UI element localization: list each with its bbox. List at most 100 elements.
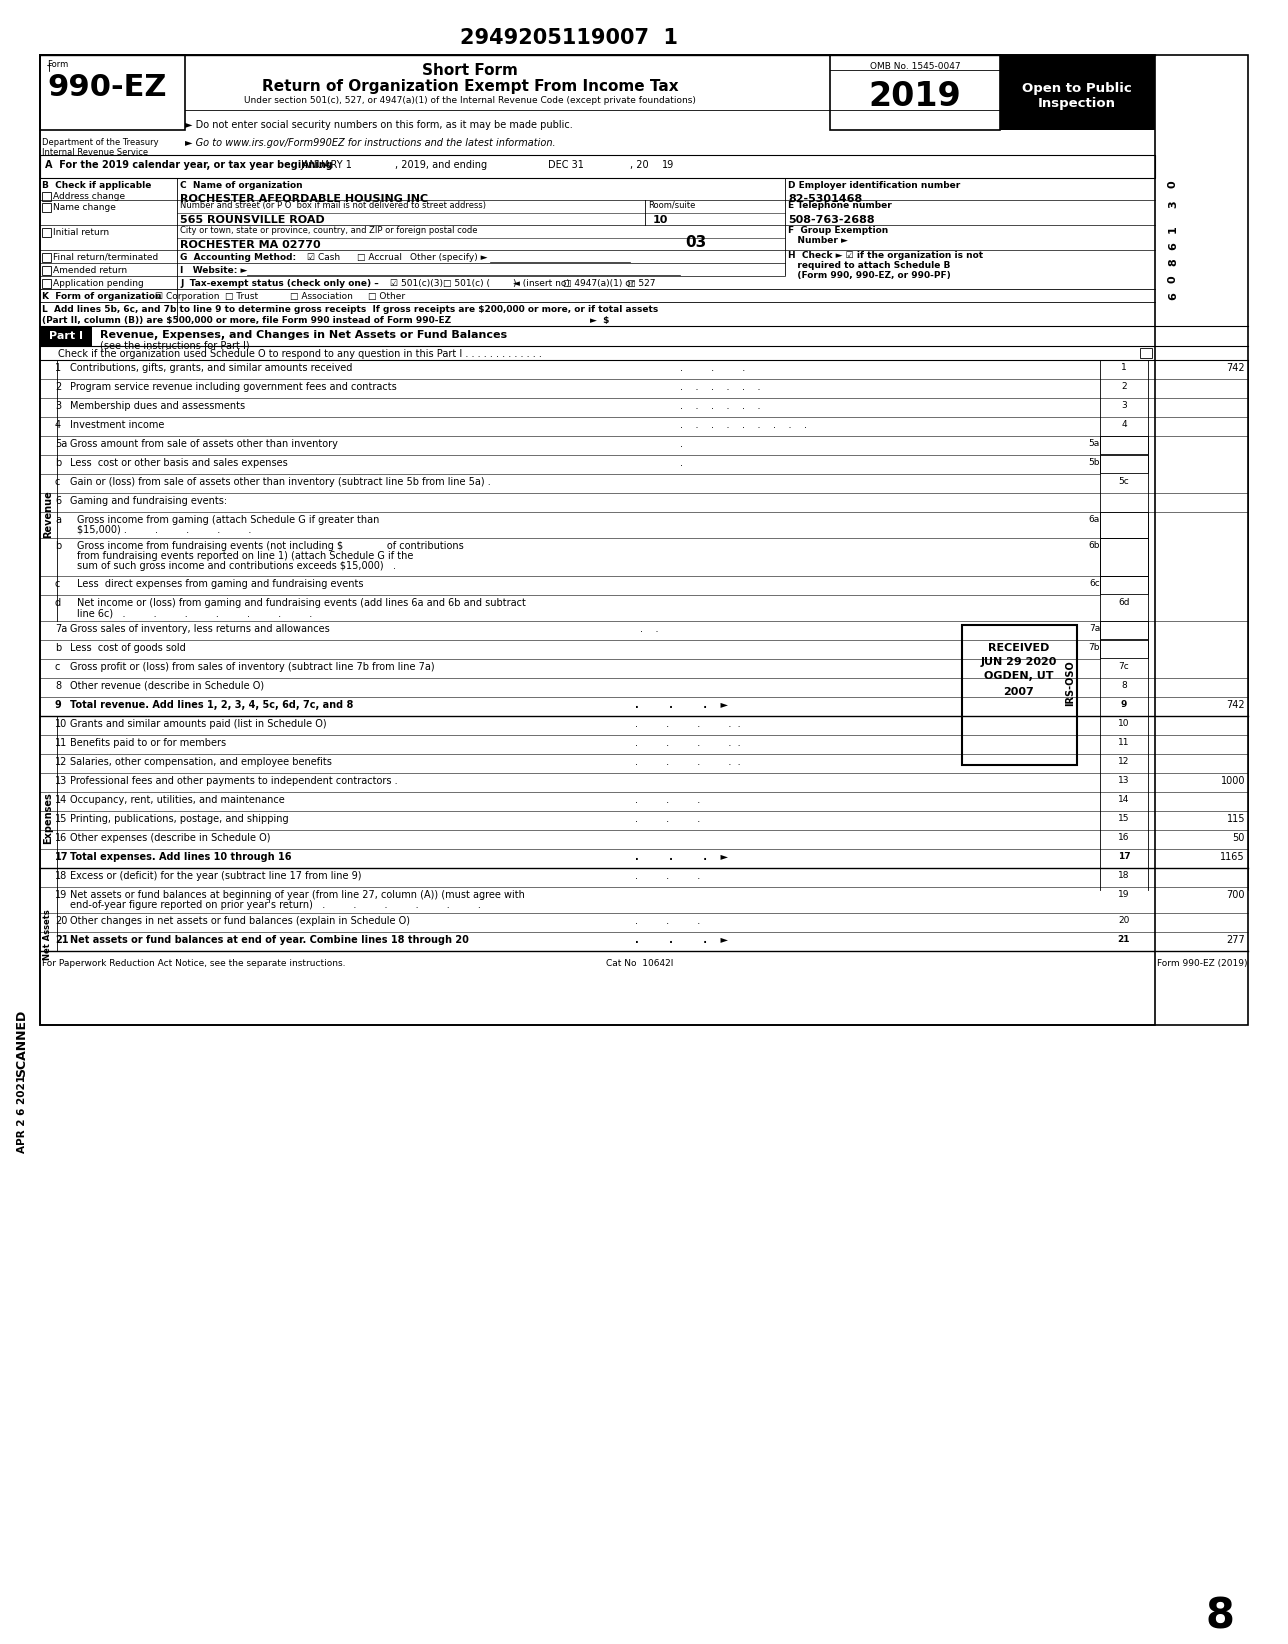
Text: □ Other: □ Other [368, 293, 406, 301]
Text: .    .: . . [640, 625, 658, 635]
Bar [40, 54, 185, 130]
Text: 508-763-2688: 508-763-2688 [788, 215, 875, 225]
Text: Revenue, Expenses, and Changes in Net Assets or Fund Balances: Revenue, Expenses, and Changes in Net As… [100, 330, 507, 340]
Text: □ 527: □ 527 [627, 279, 656, 288]
Text: sum of such gross income and contributions exceeds $15,000)   .: sum of such gross income and contributio… [77, 561, 395, 570]
Text: from fundraising events reported on line 1) (attach Schedule G if the: from fundraising events reported on line… [77, 551, 413, 561]
Text: Salaries, other compensation, and employee benefits: Salaries, other compensation, and employ… [70, 756, 332, 768]
Text: .         .         .    ►: . . . ► [635, 935, 728, 945]
Text: 5a: 5a [1088, 439, 1100, 449]
Text: APR 2 6 2021: APR 2 6 2021 [17, 1075, 27, 1152]
Text: 742: 742 [1226, 363, 1245, 373]
Text: .         .         .: . . . [680, 363, 746, 373]
Text: E Telephone number: E Telephone number [788, 201, 891, 210]
Text: 17: 17 [55, 852, 68, 861]
Text: 8: 8 [1206, 1595, 1234, 1637]
Text: □ 501(c) (        ): □ 501(c) ( ) [443, 279, 516, 288]
Bar [40, 54, 1155, 1024]
Text: Number ►: Number ► [788, 237, 848, 245]
Text: ROCHESTER AFFORDABLE HOUSING INC: ROCHESTER AFFORDABLE HOUSING INC [180, 194, 428, 204]
Text: Gross income from gaming (attach Schedule G if greater than: Gross income from gaming (attach Schedul… [77, 515, 380, 524]
Bar [43, 253, 52, 261]
Text: 21: 21 [55, 935, 68, 945]
Text: 6c: 6c [1090, 579, 1100, 589]
Text: Name change: Name change [53, 202, 116, 212]
Bar [1100, 640, 1148, 658]
Text: A  For the 2019 calendar year, or tax year beginning: A For the 2019 calendar year, or tax yea… [45, 159, 332, 169]
Text: 7a: 7a [1088, 625, 1100, 633]
Text: 0: 0 [1168, 275, 1179, 283]
Text: 13: 13 [55, 776, 67, 786]
Text: 5b: 5b [1088, 459, 1100, 467]
Text: B  Check if applicable: B Check if applicable [43, 181, 152, 191]
Text: d: d [55, 598, 61, 608]
Text: OGDEN, UT: OGDEN, UT [984, 671, 1054, 681]
Bar [1100, 455, 1148, 473]
Text: 3: 3 [55, 401, 61, 411]
Text: c: c [55, 579, 61, 589]
Text: Inspection: Inspection [1038, 97, 1115, 110]
Text: 3: 3 [1121, 401, 1127, 409]
Text: Address change: Address change [53, 192, 125, 201]
Text: 20: 20 [1118, 916, 1130, 926]
Text: 10: 10 [652, 215, 667, 225]
Text: 1165: 1165 [1220, 852, 1245, 861]
Text: City or town, state or province, country, and ZIP or foreign postal code: City or town, state or province, country… [180, 225, 478, 235]
Text: 2: 2 [55, 381, 62, 391]
Text: Form 990-EZ (2019): Form 990-EZ (2019) [1158, 958, 1248, 968]
Text: 19: 19 [662, 159, 674, 169]
Text: ►  $: ► $ [590, 316, 609, 326]
Text: C  Name of organization: C Name of organization [180, 181, 303, 191]
Text: 18: 18 [1118, 871, 1130, 880]
Text: .         .         .: . . . [635, 814, 712, 824]
Text: JANUARY 1: JANUARY 1 [300, 159, 352, 169]
Bar [829, 54, 999, 130]
Text: H  Check ► ☑ if the organization is not: H Check ► ☑ if the organization is not [788, 252, 983, 260]
Text: .         .         .    ►: . . . ► [635, 700, 728, 710]
Text: Gross sales of inventory, less returns and allowances: Gross sales of inventory, less returns a… [70, 625, 330, 635]
Text: 03: 03 [685, 235, 706, 250]
Text: 1: 1 [1121, 363, 1127, 372]
Bar [1100, 621, 1148, 640]
Text: 1: 1 [1168, 225, 1179, 233]
Text: Amended return: Amended return [53, 266, 128, 275]
Bar [1140, 349, 1151, 358]
Text: ☑ Corporation: ☑ Corporation [155, 293, 219, 301]
Text: .         .         .         .  .: . . . . . [635, 756, 741, 768]
Text: 19: 19 [55, 889, 67, 899]
Bar [43, 266, 52, 275]
Text: RECEIVED: RECEIVED [988, 643, 1050, 653]
Text: □ Trust: □ Trust [225, 293, 258, 301]
Text: 2: 2 [1121, 381, 1127, 391]
Text: 5c: 5c [1118, 477, 1130, 487]
Text: Other (specify) ►: Other (specify) ► [410, 253, 487, 261]
Text: Net assets or fund balances at beginning of year (from line 27, column (A)) (mus: Net assets or fund balances at beginning… [70, 889, 526, 899]
Text: 2019: 2019 [868, 81, 961, 113]
Text: Initial return: Initial return [53, 229, 109, 237]
Text: Other expenses (describe in Schedule O): Other expenses (describe in Schedule O) [70, 834, 270, 843]
Bar [43, 202, 52, 212]
Text: ☑ 501(c)(3): ☑ 501(c)(3) [390, 279, 443, 288]
Bar [40, 54, 1248, 1024]
Text: Net assets or fund balances at end of year. Combine lines 18 through 20: Net assets or fund balances at end of ye… [70, 935, 469, 945]
Text: ROCHESTER MA 02770: ROCHESTER MA 02770 [180, 240, 321, 250]
Text: Printing, publications, postage, and shipping: Printing, publications, postage, and shi… [70, 814, 289, 824]
Text: Internal Revenue Service: Internal Revenue Service [43, 148, 148, 156]
Text: □ 4947(a)(1) or: □ 4947(a)(1) or [563, 279, 635, 288]
Bar [40, 326, 91, 345]
Text: G  Accounting Method:: G Accounting Method: [180, 253, 296, 261]
Text: □ Association: □ Association [290, 293, 353, 301]
Text: (see the instructions for Part I): (see the instructions for Part I) [100, 340, 250, 350]
Text: 10: 10 [55, 718, 67, 728]
Text: Gross income from fundraising events (not including $              of contributi: Gross income from fundraising events (no… [77, 541, 464, 551]
Bar [1100, 575, 1148, 593]
Text: 4: 4 [1121, 419, 1127, 429]
Text: 15: 15 [1118, 814, 1130, 824]
Text: K  Form of organization: K Form of organization [43, 293, 161, 301]
Text: SCANNED: SCANNED [15, 1009, 28, 1077]
Text: Contributions, gifts, grants, and similar amounts received: Contributions, gifts, grants, and simila… [70, 363, 353, 373]
Text: 565 ROUNSVILLE ROAD: 565 ROUNSVILLE ROAD [180, 215, 325, 225]
Text: 700: 700 [1226, 889, 1245, 899]
Text: 0: 0 [1168, 179, 1179, 187]
Text: b: b [55, 643, 62, 653]
